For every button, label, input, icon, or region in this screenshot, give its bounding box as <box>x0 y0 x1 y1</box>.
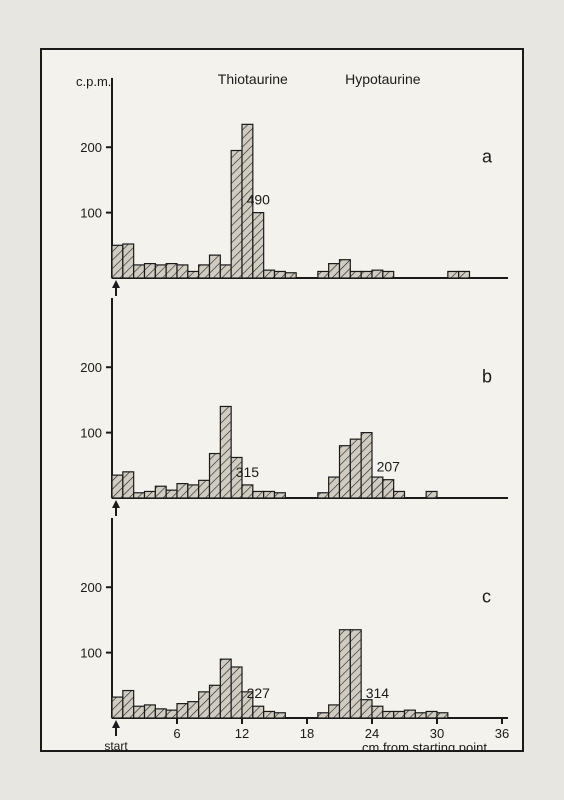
svg-text:cm from starting point: cm from starting point <box>362 740 487 750</box>
svg-text:24: 24 <box>365 726 379 741</box>
svg-text:200: 200 <box>80 360 102 375</box>
svg-text:Hypotaurine: Hypotaurine <box>345 71 421 87</box>
svg-text:100: 100 <box>80 206 102 221</box>
svg-text:100: 100 <box>80 426 102 441</box>
svg-text:490: 490 <box>247 192 271 208</box>
svg-text:start: start <box>104 739 128 750</box>
svg-text:315: 315 <box>236 464 260 480</box>
svg-text:30: 30 <box>430 726 444 741</box>
svg-text:12: 12 <box>235 726 249 741</box>
svg-text:227: 227 <box>247 685 271 701</box>
svg-text:6: 6 <box>173 726 180 741</box>
svg-text:200: 200 <box>80 140 102 155</box>
svg-text:Thiotaurine: Thiotaurine <box>218 71 288 87</box>
svg-text:b: b <box>482 367 492 387</box>
figure-frame: Thiotaurine Hypotaurine c.p.m. 100 200 490 a 10… <box>40 48 524 752</box>
svg-text:18: 18 <box>300 726 314 741</box>
svg-text:36: 36 <box>495 726 509 741</box>
svg-text:c: c <box>482 587 491 607</box>
chart-svg: Thiotaurine Hypotaurine c.p.m. 100 200 490 a 10… <box>42 50 522 750</box>
svg-text:a: a <box>482 147 493 167</box>
svg-text:c.p.m.: c.p.m. <box>76 74 111 89</box>
svg-text:100: 100 <box>80 646 102 661</box>
svg-text:200: 200 <box>80 580 102 595</box>
svg-text:314: 314 <box>366 685 390 701</box>
svg-text:207: 207 <box>377 459 401 475</box>
